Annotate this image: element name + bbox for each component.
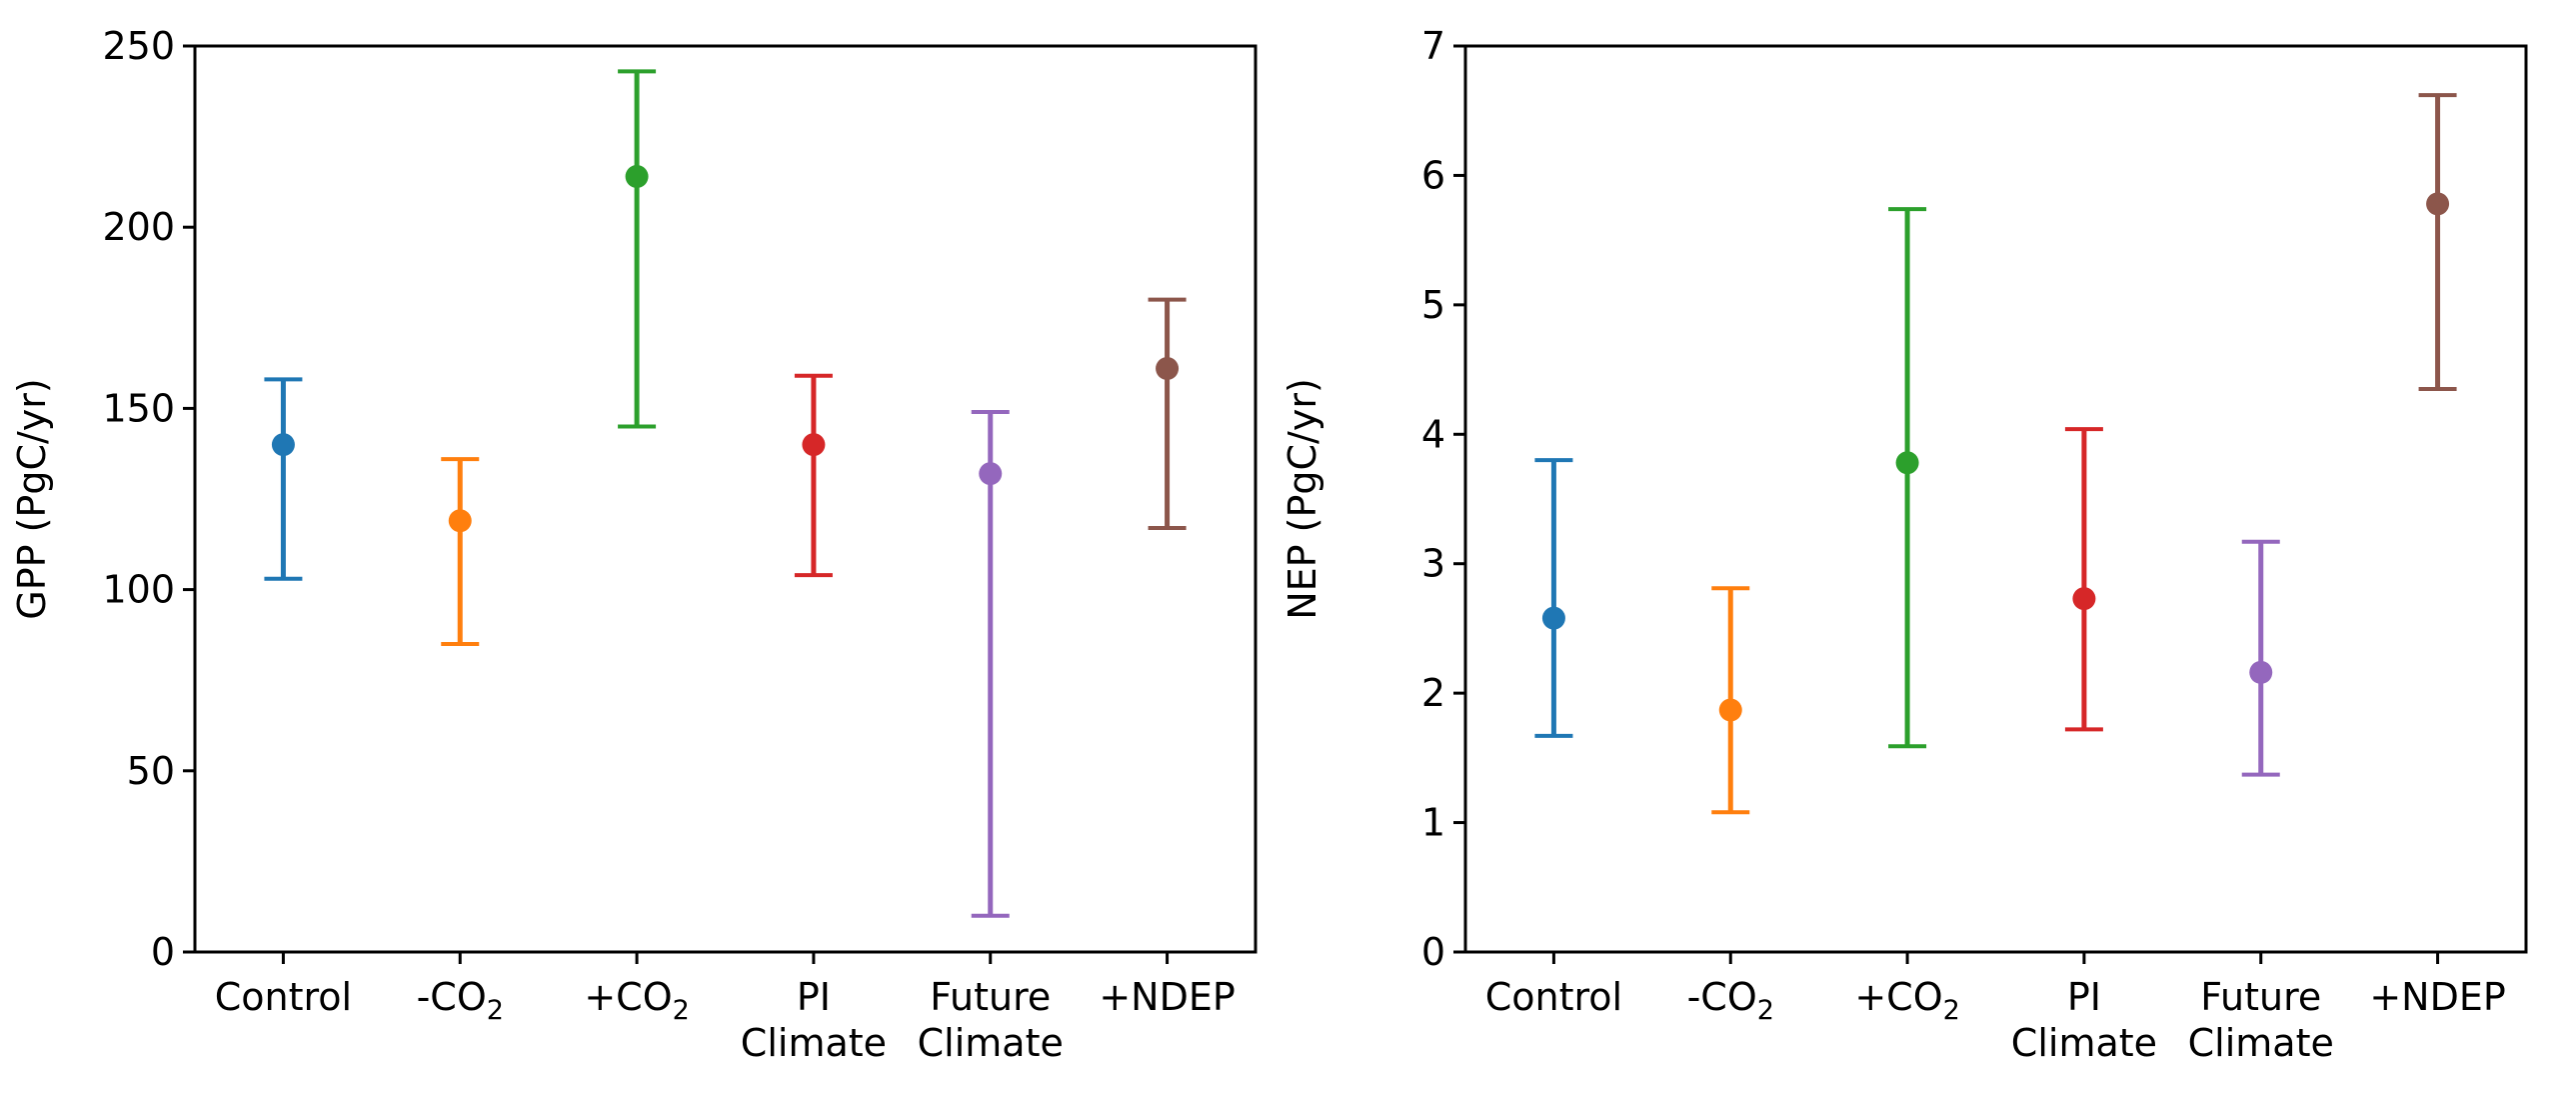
y-tick-label: 200 [102, 205, 175, 249]
x-tick-label: +CO2 [584, 975, 689, 1026]
data-point [271, 433, 295, 457]
plot-frame [193, 44, 1258, 954]
x-tick-label: Control [215, 975, 352, 1019]
y-tick-label: 250 [102, 24, 175, 68]
y-tick-label: 4 [1421, 412, 1445, 456]
plot-frame [1463, 44, 2528, 954]
y-tick-label: 50 [127, 749, 175, 793]
x-tick-label: +NDEP [2369, 975, 2505, 1019]
chart-panel-2: 0 1 2 3 4 5 6 7 Control -CO2 +CO2 PI Climate Future Cl… [1281, 24, 2528, 1065]
y-tick-label: 0 [1421, 930, 1445, 974]
data-point [1156, 357, 1180, 381]
y-tick-label: 5 [1421, 283, 1445, 327]
data-point [625, 164, 649, 188]
y-tick-label: 7 [1421, 24, 1445, 68]
y-tick-label: 1 [1421, 801, 1445, 845]
chart-panel-1: 0 50 100 150 200 250 Control -CO2 +CO2 PI Climate F… [10, 24, 1258, 1065]
y-tick-label: 2 [1421, 671, 1445, 715]
data-point [2249, 660, 2273, 684]
y-tick-label: 3 [1421, 542, 1445, 586]
y-tick-label: 150 [102, 386, 175, 430]
y-axis-label: GPP (PgC/yr) [10, 378, 54, 620]
x-tick-label: +NDEP [1099, 975, 1235, 1019]
data-point [979, 462, 1003, 486]
data-point [448, 509, 472, 533]
x-tick-label: PI Climate [2011, 975, 2157, 1065]
data-point [1895, 451, 1919, 475]
data-point [802, 433, 826, 457]
x-tick-label: Future Climate [918, 975, 1064, 1065]
data-point [2072, 587, 2096, 611]
x-tick-label: -CO2 [417, 975, 504, 1026]
x-tick-label: Future Climate [2188, 975, 2334, 1065]
x-tick-label: Control [1485, 975, 1622, 1019]
data-point [1541, 606, 1565, 630]
y-tick-label: 0 [151, 930, 175, 974]
y-tick-label: 100 [102, 568, 175, 612]
y-tick-label: 6 [1421, 153, 1445, 197]
data-point [1718, 698, 1742, 722]
data-point [2426, 192, 2450, 216]
y-axis-label: NEP (PgC/yr) [1281, 378, 1324, 620]
x-tick-label: -CO2 [1687, 975, 1774, 1026]
x-tick-label: +CO2 [1854, 975, 1959, 1026]
x-tick-label: PI Climate [741, 975, 887, 1065]
